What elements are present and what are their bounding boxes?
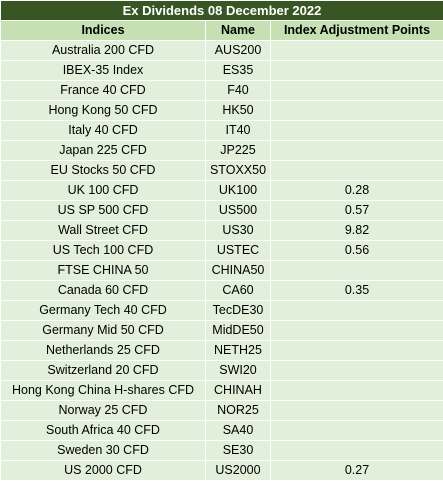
column-header-indices: Indices [0,20,206,41]
table-row: Canada 60 CFD CA60 0.35 [0,280,443,301]
table-row: France 40 CFD F40 [0,80,443,101]
points-cell: 9.82 [270,220,443,241]
points-cell [270,160,443,181]
index-cell: Australia 200 CFD [0,40,206,61]
index-cell: Germany Tech 40 CFD [0,300,206,321]
points-cell [270,420,443,441]
name-cell: HK50 [205,100,271,121]
points-cell [270,60,443,81]
index-cell: Hong Kong China H-shares CFD [0,380,206,401]
index-cell: Norway 25 CFD [0,400,206,421]
name-cell: JP225 [205,140,271,161]
table-row: Australia 200 CFD AUS200 [0,40,443,61]
table-row: IBEX-35 Index ES35 [0,60,443,81]
name-cell: SWI20 [205,360,271,381]
points-cell [270,400,443,421]
name-cell: CHINAH [205,380,271,401]
table-row: South Africa 40 CFD SA40 [0,420,443,441]
table-row: EU Stocks 50 CFD STOXX50 [0,160,443,181]
index-cell: FTSE CHINA 50 [0,260,206,281]
table-row: Germany Tech 40 CFD TecDE30 [0,300,443,321]
name-cell: TecDE30 [205,300,271,321]
index-cell: US Tech 100 CFD [0,240,206,261]
table-row: US SP 500 CFD US500 0.57 [0,200,443,221]
points-cell: 0.28 [270,180,443,201]
index-cell: UK 100 CFD [0,180,206,201]
points-cell [270,320,443,341]
name-cell: SA40 [205,420,271,441]
name-cell: F40 [205,80,271,101]
name-cell: ES35 [205,60,271,81]
name-cell: US2000 [205,460,271,481]
points-cell [270,340,443,361]
table-row: Germany Mid 50 CFD MidDE50 [0,320,443,341]
points-cell [270,260,443,281]
table-row: Hong Kong China H-shares CFD CHINAH [0,380,443,401]
table-row: Sweden 30 CFD SE30 [0,440,443,461]
table-row: Switzerland 20 CFD SWI20 [0,360,443,381]
points-cell [270,140,443,161]
index-cell: Sweden 30 CFD [0,440,206,461]
name-cell: USTEC [205,240,271,261]
table-row: US Tech 100 CFD USTEC 0.56 [0,240,443,261]
table-row: Hong Kong 50 CFD HK50 [0,100,443,121]
name-cell: US500 [205,200,271,221]
points-cell: 0.27 [270,460,443,481]
table-row: UK 100 CFD UK100 0.28 [0,180,443,201]
name-cell: UK100 [205,180,271,201]
name-cell: IT40 [205,120,271,141]
points-cell [270,360,443,381]
index-cell: Wall Street CFD [0,220,206,241]
index-cell: EU Stocks 50 CFD [0,160,206,181]
name-cell: CA60 [205,280,271,301]
points-cell [270,80,443,101]
index-cell: Hong Kong 50 CFD [0,100,206,121]
index-cell: Switzerland 20 CFD [0,360,206,381]
name-cell: CHINA50 [205,260,271,281]
points-cell [270,100,443,121]
points-cell: 0.56 [270,240,443,261]
index-cell: US 2000 CFD [0,460,206,481]
name-cell: MidDE50 [205,320,271,341]
index-cell: US SP 500 CFD [0,200,206,221]
points-cell [270,440,443,461]
name-cell: STOXX50 [205,160,271,181]
name-cell: SE30 [205,440,271,461]
points-cell [270,300,443,321]
name-cell: NETH25 [205,340,271,361]
column-header-name: Name [205,20,271,41]
index-cell: France 40 CFD [0,80,206,101]
table-body: Australia 200 CFD AUS200 IBEX-35 Index ES35… [0,40,443,481]
name-cell: NOR25 [205,400,271,421]
points-cell: 0.35 [270,280,443,301]
index-cell: Italy 40 CFD [0,120,206,141]
index-cell: Netherlands 25 CFD [0,340,206,361]
points-cell [270,380,443,401]
points-cell [270,120,443,141]
table-title: Ex Dividends 08 December 2022 [0,0,443,21]
table-row: FTSE CHINA 50 CHINA50 [0,260,443,281]
name-cell: AUS200 [205,40,271,61]
table-row: Japan 225 CFD JP225 [0,140,443,161]
index-cell: South Africa 40 CFD [0,420,206,441]
title-row: Ex Dividends 08 December 2022 [0,0,443,21]
index-cell: Germany Mid 50 CFD [0,320,206,341]
table-row: Norway 25 CFD NOR25 [0,400,443,421]
table-row: US 2000 CFD US2000 0.27 [0,460,443,481]
table-row: Netherlands 25 CFD NETH25 [0,340,443,361]
index-cell: Japan 225 CFD [0,140,206,161]
index-cell: IBEX-35 Index [0,60,206,81]
points-cell [270,40,443,61]
table-row: Wall Street CFD US30 9.82 [0,220,443,241]
column-header-points: Index Adjustment Points [270,20,443,41]
table-row: Italy 40 CFD IT40 [0,120,443,141]
points-cell: 0.57 [270,200,443,221]
header-row: Indices Name Index Adjustment Points [0,20,443,41]
name-cell: US30 [205,220,271,241]
index-cell: Canada 60 CFD [0,280,206,301]
